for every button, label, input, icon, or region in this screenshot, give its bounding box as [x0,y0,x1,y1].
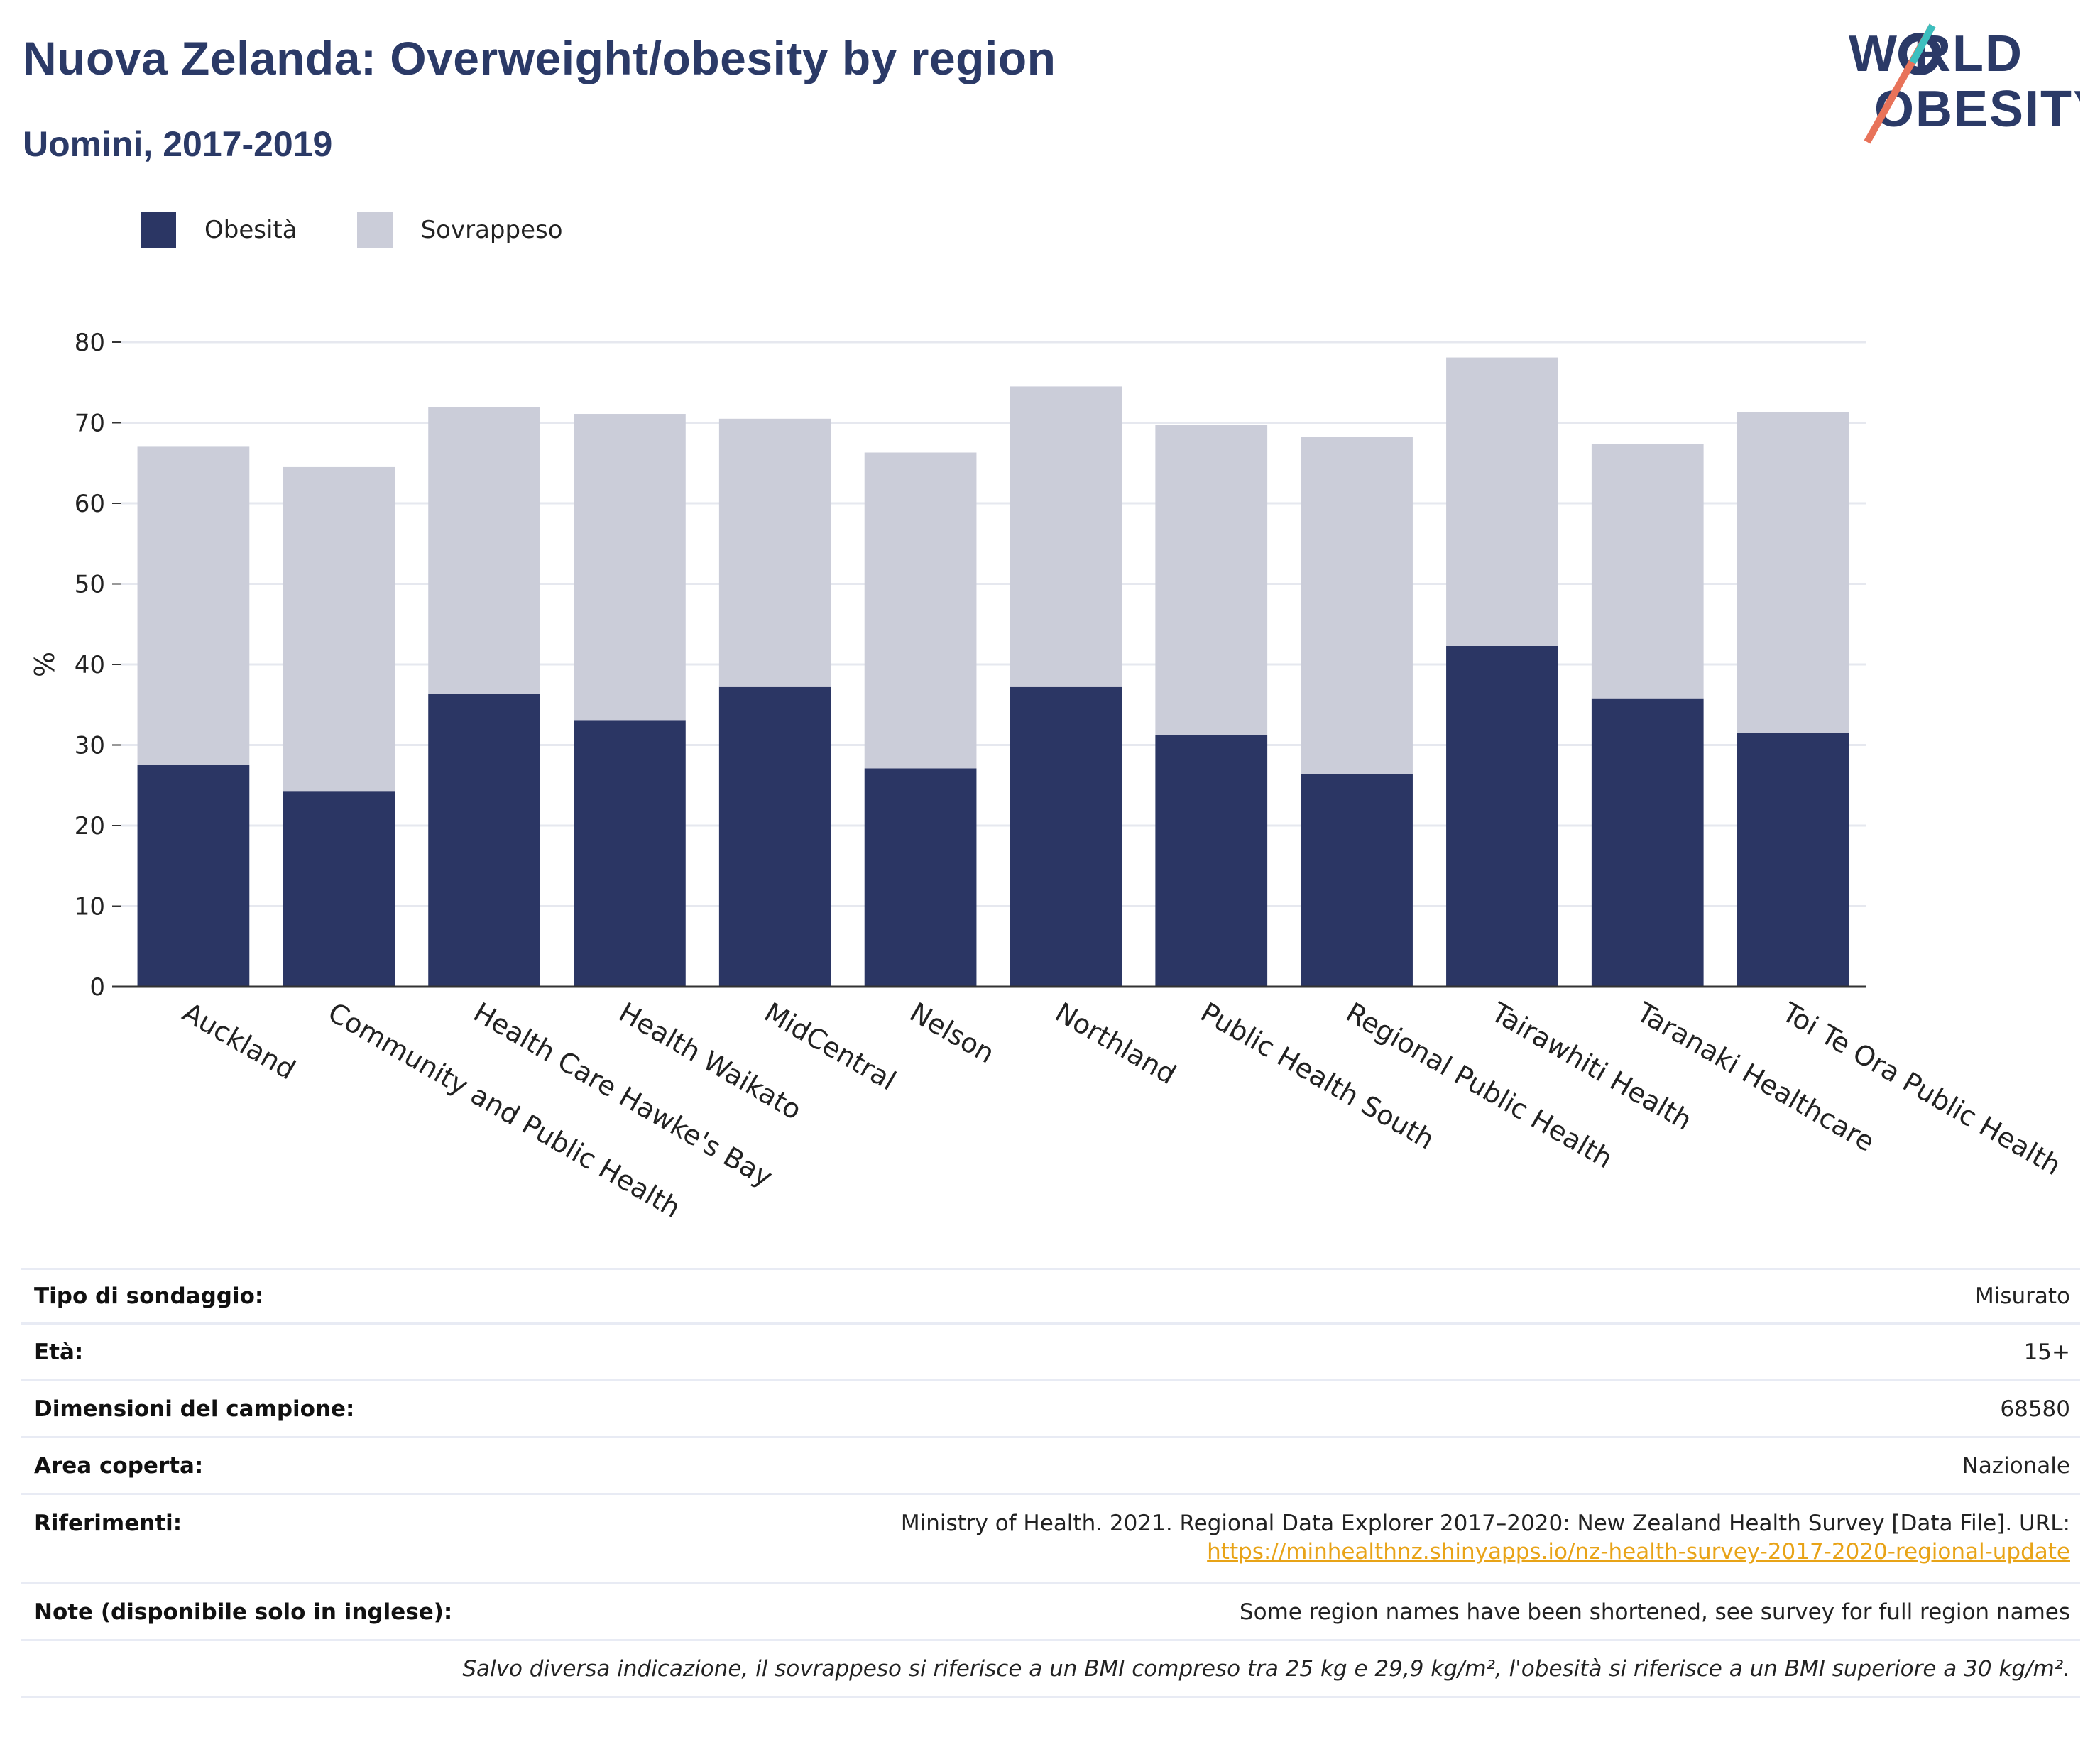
bar-overweight [1446,357,1558,646]
x-tick-label: Auckland [177,997,301,1086]
bar-obesity [1155,735,1268,987]
svg-text:OBESITY: OBESITY [1874,81,2080,138]
meta-value: Nazionale [1962,1452,2070,1479]
meta-value: Ministry of Health. 2021. Regional Data … [901,1511,2070,1565]
legend-label-overweight: Sovrappeso [420,216,563,244]
legend-swatch-obesity [141,212,176,248]
bar-obesity [1737,733,1849,987]
meta-value: 15+ [2023,1339,2070,1365]
x-tick-label: Public Health South [1196,997,1440,1156]
meta-label: Tipo di sondaggio: [34,1283,264,1309]
bar-overweight [718,418,831,687]
bar-obesity [1010,686,1122,987]
bar-obesity [428,694,540,987]
meta-label: Età: [34,1339,84,1365]
meta-row-area: Area coperta: Nazionale [21,1438,2080,1495]
legend-item-overweight[interactable]: Sovrappeso [356,212,563,248]
chart-legend: Obesità Sovrappeso [141,210,623,250]
y-tick-label: 0 [89,973,105,1002]
bar-overweight [574,414,686,721]
x-tick-label: Taranaki Healthcare [1631,996,1879,1158]
bar-obesity [574,720,686,987]
bar-overweight [1591,444,1704,699]
meta-label: Dimensioni del campione: [34,1396,355,1422]
meta-row-references: Riferimenti: Ministry of Health. 2021. R… [21,1495,2080,1584]
bar-overweight [1155,425,1268,735]
meta-row-age: Età: 15+ [21,1325,2080,1381]
meta-label: Note (disponibile solo in inglese): [34,1599,453,1625]
x-tick-label: Toi Te Ora Public Health [1776,996,2066,1181]
legend-swatch-overweight [356,212,393,248]
y-tick-label: 40 [75,651,105,679]
legend-label-obesity: Obesità [204,216,297,244]
bar-obesity [1301,774,1413,987]
y-tick-label: 20 [75,812,105,840]
bar-overweight [1010,386,1122,687]
bar-obesity [718,686,831,987]
bar-overweight [428,407,540,694]
world-obesity-logo: W RLD OBESITY [1849,23,2080,144]
meta-row-survey-type: Tipo di sondaggio: Misurato [21,1268,2080,1325]
meta-row-sample-size: Dimensioni del campione: 68580 [21,1381,2080,1438]
bar-overweight [1301,437,1413,774]
meta-value: Misurato [1974,1283,2070,1309]
bar-obesity [283,791,395,987]
page-title: Nuova Zelanda: Overweight/obesity by reg… [23,32,1056,84]
survey-metadata: Tipo di sondaggio: Misurato Età: 15+ Dim… [21,1268,2080,1698]
y-tick-label: 60 [75,490,105,518]
bar-overweight [864,452,977,769]
bar-overweight [283,466,395,792]
y-axis-label: % [29,652,60,677]
x-tick-label: Regional Public Health [1341,997,1618,1175]
x-tick-label: Northland [1050,997,1181,1090]
bar-obesity [1591,698,1704,987]
bar-obesity [137,765,250,987]
reference-link[interactable]: https://minhealthnz.shinyapps.io/nz-heal… [1207,1539,2070,1565]
meta-value: Some region names have been shortened, s… [1239,1599,2070,1625]
meta-row-notes: Note (disponibile solo in inglese): Some… [21,1584,2080,1641]
x-tick-label: MidCentral [759,997,901,1097]
footnote-text: Salvo diversa indicazione, il sovrappeso… [462,1655,2070,1682]
bar-obesity [864,768,977,987]
page-subtitle: Uomini, 2017-2019 [23,124,333,164]
legend-item-obesity[interactable]: Obesità [141,212,297,248]
y-tick-label: 30 [75,732,105,760]
reference-text: Ministry of Health. 2021. Regional Data … [900,1511,2070,1536]
meta-label: Area coperta: [34,1452,204,1479]
bar-overweight [1737,412,1849,733]
bar-overweight [137,446,250,765]
meta-label: Riferimenti: [34,1511,182,1536]
x-tick-label: Nelson [904,997,1000,1070]
meta-value: 68580 [2000,1396,2070,1422]
y-tick-label: 70 [75,410,105,438]
y-tick-label: 50 [75,571,105,599]
meta-row-footnote: Salvo diversa indicazione, il sovrappeso… [21,1641,2080,1698]
y-tick-label: 80 [75,329,105,357]
y-tick-label: 10 [75,893,105,921]
bar-obesity [1446,645,1558,987]
